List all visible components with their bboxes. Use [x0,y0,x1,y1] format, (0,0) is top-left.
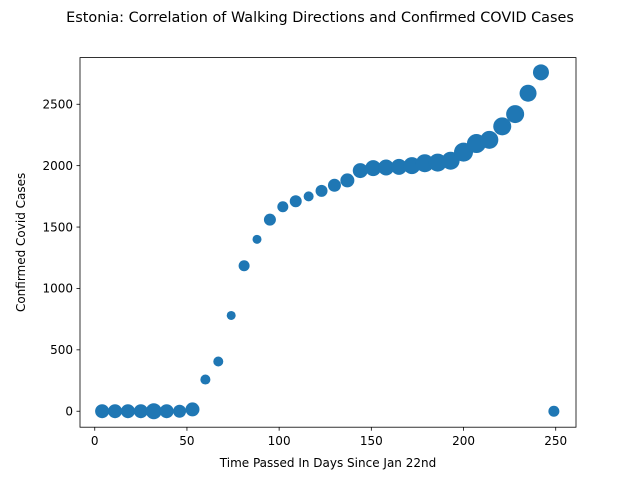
data-point [263,213,276,226]
data-point [159,404,174,419]
data-point [213,356,224,367]
data-point [365,160,382,177]
x-tick-label: 0 [91,434,99,448]
data-point [238,260,250,272]
x-tick-label: 100 [268,434,291,448]
data-point [532,64,549,81]
data-point [378,159,395,176]
chart-title: Estonia: Correlation of Walking Directio… [66,10,574,26]
x-tick-label: 200 [452,434,475,448]
data-point [185,402,200,417]
data-point [548,405,560,417]
data-point [303,191,314,202]
data-point [493,117,512,136]
data-point [340,173,355,188]
data-point [145,403,162,420]
y-axis-ticks: 0 500 1000 1500 2000 2500 [42,98,80,419]
data-point [108,404,123,419]
y-tick-label: 2500 [42,98,73,112]
y-tick-label: 1500 [42,220,73,234]
data-point [327,178,341,192]
data-point [415,154,434,173]
data-point [390,158,407,175]
data-point [95,404,110,419]
y-tick-label: 500 [50,343,73,357]
x-axis-label: Time Passed In Days Since Jan 22nd [219,456,436,470]
y-tick-label: 2000 [42,159,73,173]
data-point [173,404,187,418]
data-point [506,105,525,124]
y-tick-label: 1000 [42,282,73,296]
x-axis-ticks: 0 50 100 150 200 250 [91,427,567,448]
data-point [277,201,289,213]
y-axis-label: Confirmed Covid Cases [14,173,28,312]
data-point [120,404,135,419]
data-point [200,374,211,385]
y-tick-label: 0 [65,405,73,419]
data-point [252,234,262,244]
data-point [480,130,499,149]
data-point [315,184,328,197]
points-layer [95,64,560,420]
plot-frame [79,57,577,428]
data-point [519,84,537,102]
data-point [352,163,368,179]
data-point [226,310,236,320]
x-tick-label: 150 [360,434,383,448]
data-point [133,404,148,419]
x-tick-label: 250 [544,434,567,448]
data-point [289,195,302,208]
x-tick-label: 50 [179,434,194,448]
